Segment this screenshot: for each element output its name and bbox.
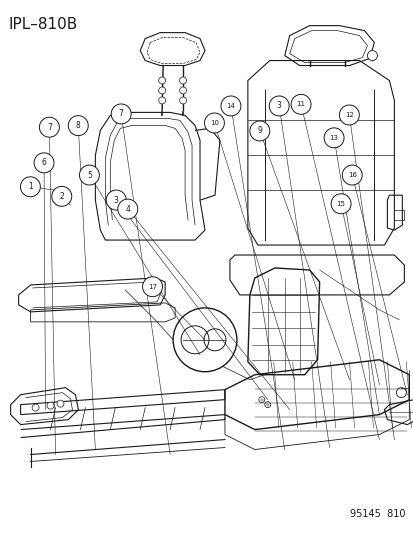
Text: 7: 7 — [47, 123, 52, 132]
Circle shape — [249, 121, 269, 141]
Circle shape — [106, 190, 126, 210]
Circle shape — [57, 400, 64, 407]
Circle shape — [367, 51, 377, 61]
Text: 16: 16 — [347, 172, 356, 178]
Text: 6: 6 — [41, 158, 46, 167]
Text: 2: 2 — [59, 192, 64, 201]
Text: 1: 1 — [28, 182, 33, 191]
Circle shape — [158, 97, 165, 104]
Text: 10: 10 — [209, 120, 218, 126]
Circle shape — [395, 387, 405, 398]
Circle shape — [221, 96, 240, 116]
Circle shape — [290, 94, 310, 115]
Circle shape — [330, 194, 350, 214]
Circle shape — [118, 199, 138, 219]
Circle shape — [52, 187, 71, 206]
Circle shape — [339, 105, 358, 125]
Circle shape — [342, 165, 361, 185]
Text: 17: 17 — [148, 284, 157, 290]
Text: 13: 13 — [329, 135, 338, 141]
Text: 14: 14 — [226, 103, 235, 109]
Circle shape — [32, 404, 39, 411]
Text: 3: 3 — [276, 101, 281, 110]
Circle shape — [264, 402, 270, 408]
Text: 95145  810: 95145 810 — [349, 510, 404, 519]
Circle shape — [173, 308, 236, 372]
Circle shape — [20, 177, 40, 197]
Circle shape — [323, 128, 343, 148]
Text: IPL–810B: IPL–810B — [9, 17, 78, 31]
Text: 15: 15 — [336, 201, 345, 207]
Text: 4: 4 — [125, 205, 130, 214]
Circle shape — [39, 117, 59, 137]
Circle shape — [179, 77, 186, 84]
Circle shape — [111, 104, 131, 124]
Circle shape — [158, 87, 165, 94]
Circle shape — [68, 116, 88, 135]
Text: 8: 8 — [76, 121, 81, 130]
Circle shape — [158, 77, 165, 84]
Text: 12: 12 — [344, 112, 353, 118]
Text: 3: 3 — [114, 196, 119, 205]
Circle shape — [79, 165, 99, 185]
Circle shape — [34, 153, 54, 173]
Text: 7: 7 — [119, 109, 123, 118]
Circle shape — [179, 97, 186, 104]
Circle shape — [258, 397, 264, 402]
Text: 11: 11 — [296, 101, 305, 107]
Circle shape — [179, 87, 186, 94]
Circle shape — [47, 402, 54, 409]
Circle shape — [268, 96, 288, 116]
Text: 5: 5 — [87, 171, 92, 180]
Text: 9: 9 — [257, 126, 261, 135]
Circle shape — [142, 277, 162, 297]
Circle shape — [204, 113, 224, 133]
